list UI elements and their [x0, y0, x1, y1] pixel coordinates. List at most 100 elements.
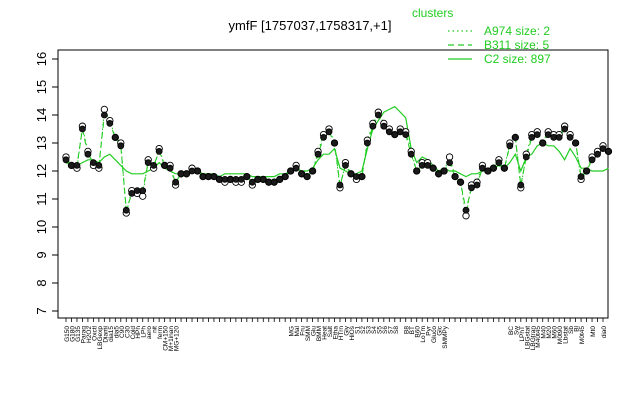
series-a974-line — [65, 107, 609, 216]
data-point — [336, 181, 344, 189]
data-point — [358, 173, 366, 181]
data-point — [287, 167, 295, 175]
data-point — [248, 178, 256, 186]
data-point — [385, 128, 393, 136]
x-tick-label: S5 — [376, 326, 383, 334]
x-tick-label: dia15 — [108, 326, 115, 342]
data-point — [73, 161, 81, 169]
x-tick-label: Glc — [437, 325, 444, 336]
data-point — [511, 133, 519, 141]
x-tick-label: C30 — [124, 326, 131, 338]
x-tick-label: LBGstat — [524, 326, 531, 350]
x-tick-label: MG+120 — [174, 326, 181, 351]
data-point — [298, 170, 306, 178]
y-axis: 7 8 9 10 11 12 13 14 15 16 — [34, 52, 58, 315]
x-tick-label: G180 — [69, 326, 76, 342]
data-point — [396, 128, 404, 136]
data-point — [309, 167, 316, 175]
chart-title: ymfF [1757037,1758317,+1] — [229, 18, 392, 33]
x-tick-label: ferm — [157, 326, 164, 339]
data-point — [106, 120, 114, 127]
data-point — [100, 111, 108, 119]
x-tick-label: S2 — [360, 326, 367, 334]
data-point — [440, 167, 448, 175]
data-point — [303, 173, 311, 181]
data-point — [128, 189, 136, 197]
x-tick-label: Sw — [513, 326, 520, 335]
data-point — [413, 167, 421, 175]
x-tick-label: S1 — [354, 326, 361, 334]
x-tick-label: Cold — [130, 326, 137, 340]
x-tick-label: Gluco — [431, 326, 438, 343]
y-tick-label: 13 — [34, 136, 49, 150]
x-tick-label: B8 — [404, 326, 411, 334]
data-point — [374, 111, 382, 119]
x-tick-label: HPh — [135, 326, 142, 339]
data-point — [605, 147, 612, 155]
y-tick-label: 9 — [34, 251, 49, 258]
x-tick-label: M60 — [552, 326, 559, 339]
legend-title: clusters — [412, 6, 453, 20]
data-point — [380, 122, 388, 130]
x-tick-label: LBGtran — [530, 326, 537, 351]
y-tick-label: 10 — [34, 220, 49, 234]
x-tick-label: Oxctl — [91, 325, 98, 340]
data-point — [500, 164, 508, 172]
data-point — [468, 184, 475, 192]
x-tick-label: Paraq — [80, 326, 87, 344]
data-point — [490, 164, 497, 172]
x-tick-label: S7 — [387, 326, 394, 334]
data-point — [342, 161, 349, 169]
plot-frame — [57, 49, 609, 319]
x-tick-label: Pyr — [426, 325, 433, 336]
x-tick-label: Etha — [333, 326, 340, 340]
data-point — [588, 156, 596, 164]
data-point — [84, 150, 92, 158]
x-tick-label: M+1inan — [168, 326, 175, 351]
y-tick-label: 16 — [34, 52, 49, 66]
x-tick-label: LPhT — [519, 326, 526, 342]
data-point — [566, 133, 574, 141]
x-tick-label: M20 — [546, 326, 553, 339]
data-point — [407, 150, 415, 158]
data-point — [391, 131, 399, 139]
x-tick-label: M0t90 — [557, 326, 564, 344]
data-point — [506, 142, 514, 150]
data-point — [314, 150, 322, 158]
x-tick-label: dia5 — [113, 326, 120, 339]
data-point — [237, 175, 245, 183]
data-point — [281, 173, 289, 181]
x-tick-label: SMM — [305, 326, 312, 341]
data-point — [457, 178, 464, 186]
x-tick-label: BT — [409, 326, 416, 334]
x-tick-label: HTrn — [338, 326, 345, 341]
data-point — [473, 181, 481, 189]
data-point — [150, 161, 158, 169]
data-point — [155, 147, 163, 155]
x-tick-label: Sb — [568, 326, 575, 334]
x-tick-label: S3 — [365, 326, 372, 334]
data-point — [599, 145, 607, 153]
data-point — [79, 125, 86, 133]
data-point — [435, 170, 443, 178]
x-tick-label: SMMPy — [442, 325, 449, 349]
data-point — [270, 178, 278, 186]
legend-entry: A974 size: 2 — [484, 24, 550, 38]
data-point — [517, 181, 525, 189]
x-tick-label: B60 — [415, 326, 422, 338]
data-point — [479, 164, 486, 172]
data-point — [594, 150, 601, 158]
x-tick-label: HiOs — [349, 325, 356, 340]
y-tick-label: 15 — [34, 80, 49, 94]
x-tick-label: S8 — [393, 326, 400, 334]
x-tick-label: Salt — [327, 326, 334, 337]
data-point — [544, 131, 552, 139]
data-point — [451, 173, 459, 181]
data-point — [572, 139, 580, 147]
data-point — [292, 164, 300, 172]
x-tick-label: Mt0 — [590, 326, 597, 337]
y-tick-label: 12 — [34, 164, 49, 178]
data-point — [210, 173, 218, 181]
data-point — [402, 131, 410, 139]
